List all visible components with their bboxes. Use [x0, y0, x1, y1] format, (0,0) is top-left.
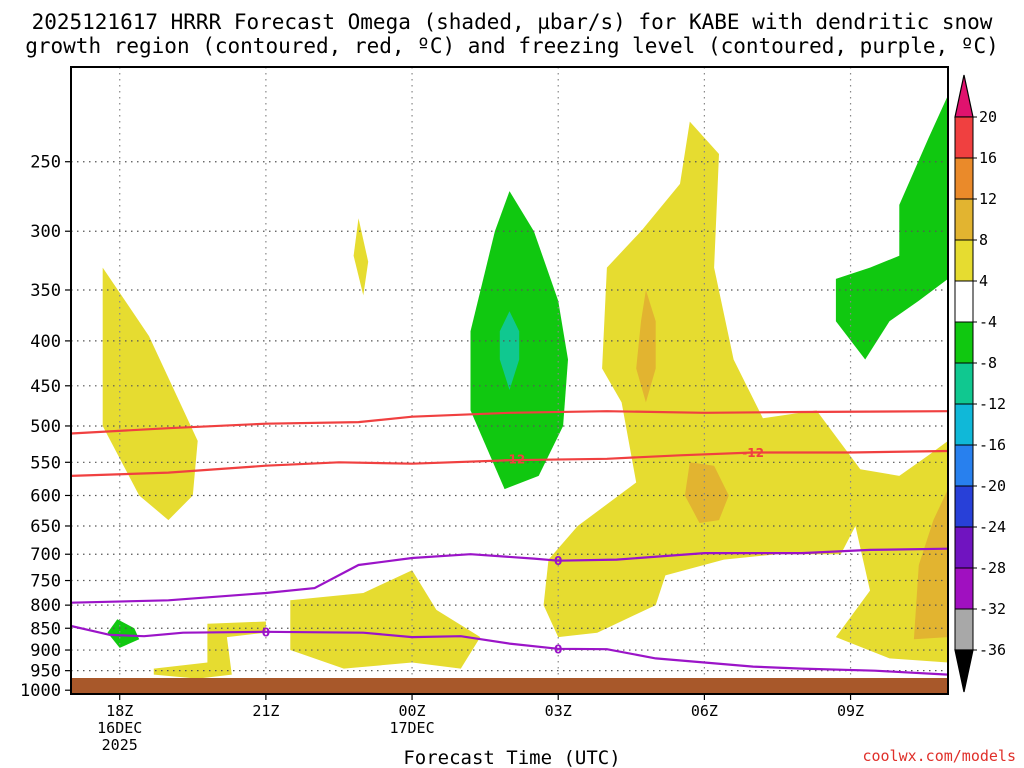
colorbar-label--28: -28 [979, 559, 1006, 577]
colorbar-swatch-5 [954, 321, 974, 364]
credit-text[interactable]: coolwx.com/models [862, 747, 1016, 765]
x-tick-label-18Z-1: 16DEC [97, 719, 142, 737]
colorbar-label--36: -36 [979, 641, 1006, 659]
omega-region-2 [470, 191, 568, 490]
y-tick-label-1000: 1000 [20, 681, 61, 701]
y-tick-label-500: 500 [30, 417, 61, 437]
omega-region-4 [543, 121, 948, 663]
y-tick-label-350: 350 [30, 281, 61, 301]
colorbar-label--16: -16 [979, 436, 1006, 454]
dgz-contour-0 [71, 410, 948, 435]
x-axis-label: Forecast Time (UTC) [403, 747, 620, 768]
x-tick-label-06Z-0: 06Z [691, 702, 718, 720]
y-tick-label-750: 750 [30, 572, 61, 592]
freezing-contour-label-1-0: 0 [554, 554, 562, 568]
y-axis-pressure-ticks: 2503003504004505005506006507007508008509… [20, 153, 71, 701]
colorbar-swatch-2 [954, 198, 974, 241]
x-tick-label-18Z-2: 2025 [102, 736, 138, 754]
omega-region-5 [290, 570, 481, 669]
plot-frame [70, 66, 949, 695]
colorbar-label--8: -8 [979, 354, 997, 372]
omega-region-9 [913, 489, 948, 640]
omega-region-8 [684, 462, 729, 523]
colorbar-label--20: -20 [979, 477, 1006, 495]
x-tick-label-21Z-0: 21Z [252, 702, 279, 720]
omega-region-10 [835, 95, 948, 360]
freezing-contour-label-3-1: 0 [554, 642, 562, 656]
dgz-contour-label-1-0: -12 [504, 452, 526, 466]
y-tick-label-950: 950 [30, 662, 61, 682]
x-tick-label-09Z-0: 09Z [837, 702, 864, 720]
colorbar-label-8: 8 [979, 231, 988, 249]
omega-region-3 [499, 311, 520, 390]
omega-region-0 [102, 267, 198, 521]
freezing-contour-0 [71, 547, 948, 604]
colorbar-swatch-1 [954, 157, 974, 200]
colorbar-swatch-3 [954, 239, 974, 282]
colorbar-swatch-6 [954, 362, 974, 405]
colorbar-label-16: 16 [979, 149, 997, 167]
omega-region-1 [353, 218, 369, 296]
y-tick-label-400: 400 [30, 332, 61, 352]
y-tick-label-600: 600 [30, 486, 61, 506]
chart-title-line-2: growth region (contoured, red, ºC) and f… [25, 34, 999, 58]
colorbar-swatch-7 [954, 403, 974, 446]
ground-layer [71, 678, 948, 694]
colorbar-swatch-11 [954, 567, 974, 610]
x-tick-label-03Z-0: 03Z [545, 702, 572, 720]
colorbar-label--32: -32 [979, 600, 1006, 618]
omega-region-11 [107, 619, 140, 648]
colorbar-swatch-0 [954, 116, 974, 159]
colorbar-label--4: -4 [979, 313, 997, 331]
y-tick-label-700: 700 [30, 545, 61, 565]
colorbar-label-12: 12 [979, 190, 997, 208]
colorbar-swatch-8 [954, 444, 974, 487]
temperature-contours: -12 -12 0 0 0 [71, 410, 948, 676]
chart-title-line-1: 2025121617 HRRR Forecast Omega (shaded, … [32, 10, 993, 34]
colorbar-label-4: 4 [979, 272, 988, 290]
colorbar-label--24: -24 [979, 518, 1006, 536]
colorbar-bottom-arrow [954, 649, 974, 693]
y-tick-label-800: 800 [30, 596, 61, 616]
x-tick-label-18Z-0: 18Z [106, 702, 133, 720]
y-tick-label-850: 850 [30, 619, 61, 639]
y-tick-label-250: 250 [30, 153, 61, 173]
colorbar-swatch-12 [954, 608, 974, 651]
freezing-contour-2 [71, 624, 948, 676]
colorbar-label-20: 20 [979, 108, 997, 126]
x-tick-label-00Z-0: 00Z [399, 702, 426, 720]
colorbar-legend: 20 16 12 8 4 -4 -8 -12 -16 -20 -24 -28 -32 -36 [954, 74, 1006, 693]
colorbar-swatch-4 [954, 280, 974, 323]
dgz-contour-1 [71, 449, 948, 477]
y-tick-label-450: 450 [30, 377, 61, 397]
omega-region-7 [636, 290, 656, 403]
dgz-contour-label-1-1: -12 [742, 446, 764, 460]
y-tick-label-300: 300 [30, 222, 61, 242]
y-tick-label-550: 550 [30, 453, 61, 473]
colorbar-label--12: -12 [979, 395, 1006, 413]
colorbar-swatch-10 [954, 526, 974, 569]
y-tick-label-650: 650 [30, 517, 61, 537]
x-tick-label-00Z-1: 17DEC [389, 719, 434, 737]
freezing-contour-label-3-0: 0 [262, 625, 270, 639]
y-tick-label-900: 900 [30, 641, 61, 661]
colorbar-swatch-9 [954, 485, 974, 528]
